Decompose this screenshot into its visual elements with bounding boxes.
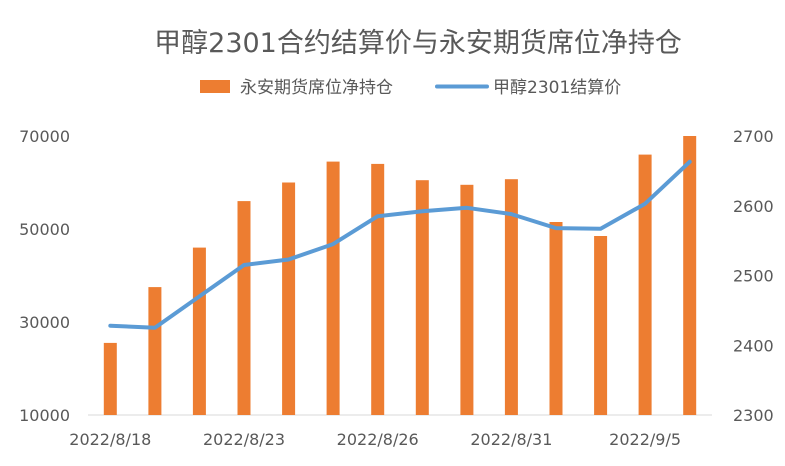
bar	[327, 162, 340, 415]
x-axis-tick-label: 2022/8/31	[470, 430, 552, 449]
legend-swatch-bar	[200, 80, 230, 93]
bar	[416, 180, 429, 415]
right-axis-tick-label: 2500	[733, 267, 774, 286]
bar	[683, 136, 696, 415]
left-axis-tick-label: 50000	[19, 220, 70, 239]
legend-label-line: 甲醇2301结算价	[493, 78, 621, 98]
bar	[639, 155, 652, 415]
right-axis-tick-label: 2600	[733, 197, 774, 216]
bar	[594, 236, 607, 415]
right-axis-tick-label: 2700	[733, 127, 774, 146]
chart-title: 甲醇2301合约结算价与永安期货席位净持仓	[154, 28, 682, 59]
x-axis-tick-label: 2022/8/18	[69, 430, 151, 449]
left-axis-tick-label: 30000	[19, 313, 70, 332]
right-axis-tick-label: 2300	[733, 406, 774, 425]
bar	[550, 222, 563, 415]
right-axis-tick-label: 2400	[733, 336, 774, 355]
left-axis-tick-label: 70000	[19, 127, 70, 146]
bar	[148, 287, 161, 415]
bar	[104, 343, 117, 415]
x-axis-tick-label: 2022/8/23	[203, 430, 285, 449]
legend-label-bar: 永安期货席位净持仓	[240, 78, 393, 98]
bar	[282, 183, 295, 416]
bar	[238, 201, 251, 415]
x-axis-tick-label: 2022/9/5	[609, 430, 681, 449]
bar	[371, 164, 384, 415]
x-axis-tick-label: 2022/8/26	[337, 430, 419, 449]
bar	[460, 185, 473, 415]
bar	[193, 248, 206, 415]
left-axis-tick-label: 10000	[19, 406, 70, 425]
